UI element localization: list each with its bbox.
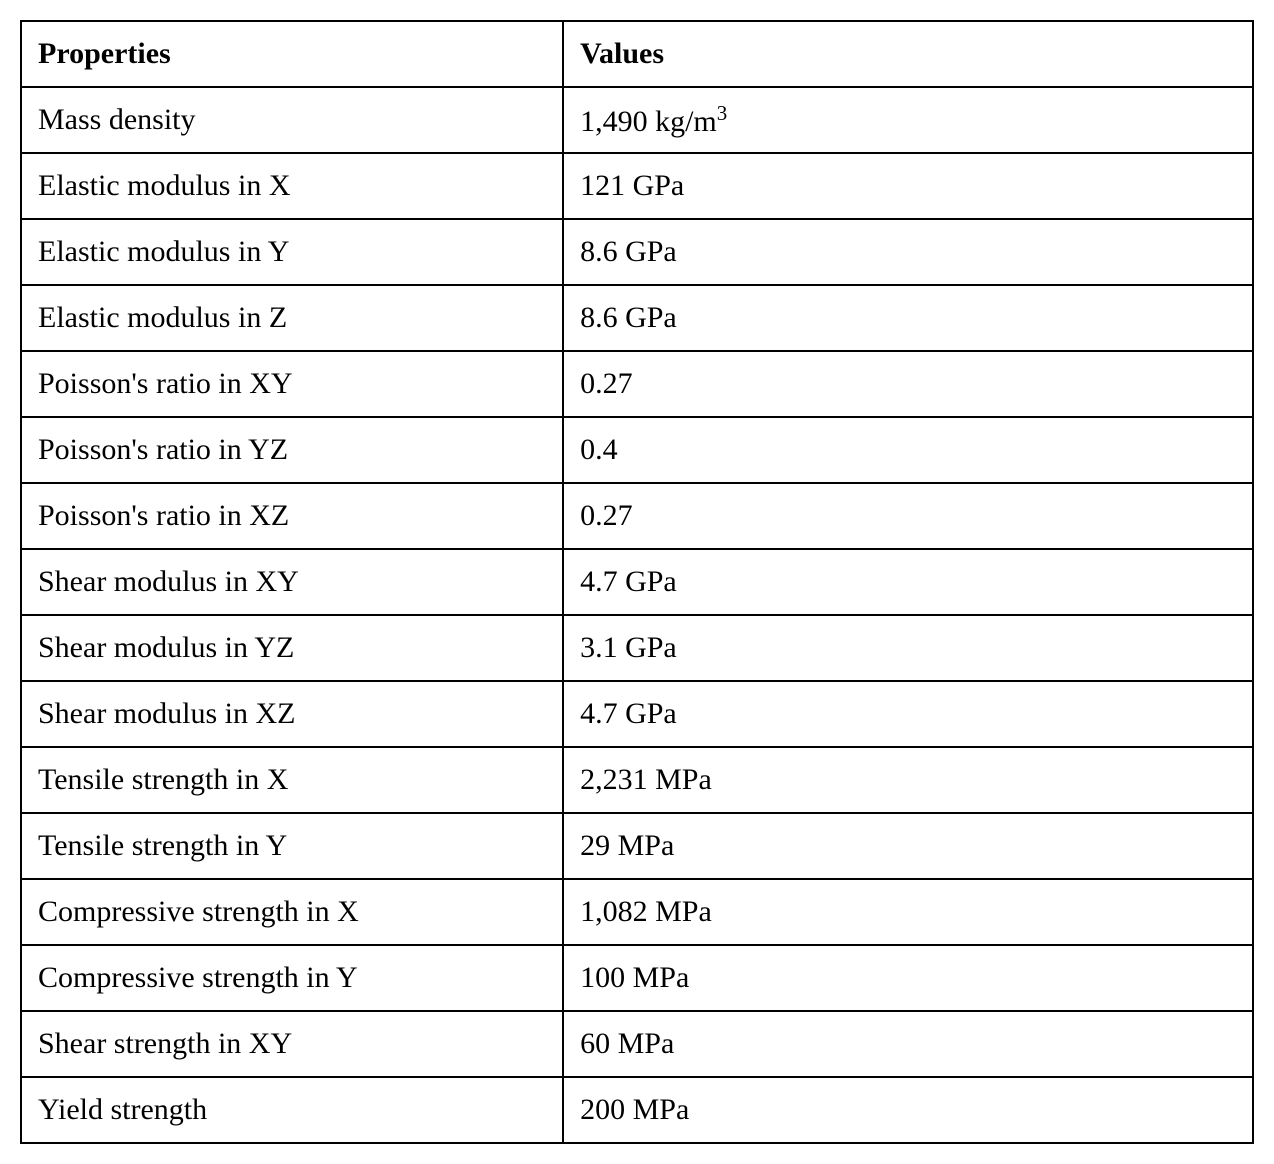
value-cell: 4.7 GPa [563,549,1253,615]
value-cell: 0.4 [563,417,1253,483]
value-cell: 8.6 GPa [563,285,1253,351]
value-cell: 121 GPa [563,153,1253,219]
table-row: Tensile strength in Y 29 MPa [21,813,1253,879]
table-body: Mass density 1,490 kg/m3 Elastic modulus… [21,87,1253,1143]
value-cell: 1,490 kg/m3 [563,87,1253,153]
table-row: Shear modulus in YZ 3.1 GPa [21,615,1253,681]
value-cell: 2,231 MPa [563,747,1253,813]
value-cell: 1,082 MPa [563,879,1253,945]
property-cell: Yield strength [21,1077,563,1143]
table-row: Elastic modulus in Z 8.6 GPa [21,285,1253,351]
property-cell: Elastic modulus in Z [21,285,563,351]
value-cell: 0.27 [563,351,1253,417]
property-cell: Mass density [21,87,563,153]
table-row: Shear strength in XY 60 MPa [21,1011,1253,1077]
property-cell: Elastic modulus in Y [21,219,563,285]
table-header-row: Properties Values [21,21,1253,87]
value-cell: 8.6 GPa [563,219,1253,285]
table-row: Poisson's ratio in XY 0.27 [21,351,1253,417]
table-row: Shear modulus in XZ 4.7 GPa [21,681,1253,747]
header-properties: Properties [21,21,563,87]
table-row: Elastic modulus in Y 8.6 GPa [21,219,1253,285]
value-cell: 60 MPa [563,1011,1253,1077]
value-cell: 0.27 [563,483,1253,549]
property-cell: Poisson's ratio in XY [21,351,563,417]
table-row: Compressive strength in Y 100 MPa [21,945,1253,1011]
table-row: Yield strength 200 MPa [21,1077,1253,1143]
property-cell: Shear modulus in XZ [21,681,563,747]
header-values: Values [563,21,1253,87]
table-row: Elastic modulus in X 121 GPa [21,153,1253,219]
table-row: Poisson's ratio in XZ 0.27 [21,483,1253,549]
property-cell: Tensile strength in Y [21,813,563,879]
value-cell: 3.1 GPa [563,615,1253,681]
property-cell: Shear modulus in YZ [21,615,563,681]
property-cell: Shear strength in XY [21,1011,563,1077]
property-cell: Poisson's ratio in YZ [21,417,563,483]
property-cell: Poisson's ratio in XZ [21,483,563,549]
property-cell: Compressive strength in X [21,879,563,945]
property-cell: Elastic modulus in X [21,153,563,219]
value-cell: 100 MPa [563,945,1253,1011]
material-properties-table: Properties Values Mass density 1,490 kg/… [20,20,1254,1144]
table-row: Compressive strength in X 1,082 MPa [21,879,1253,945]
value-cell: 4.7 GPa [563,681,1253,747]
property-cell: Tensile strength in X [21,747,563,813]
property-cell: Shear modulus in XY [21,549,563,615]
value-cell: 29 MPa [563,813,1253,879]
table-row: Poisson's ratio in YZ 0.4 [21,417,1253,483]
property-cell: Compressive strength in Y [21,945,563,1011]
table-row: Mass density 1,490 kg/m3 [21,87,1253,153]
value-cell: 200 MPa [563,1077,1253,1143]
table-row: Shear modulus in XY 4.7 GPa [21,549,1253,615]
table-row: Tensile strength in X 2,231 MPa [21,747,1253,813]
